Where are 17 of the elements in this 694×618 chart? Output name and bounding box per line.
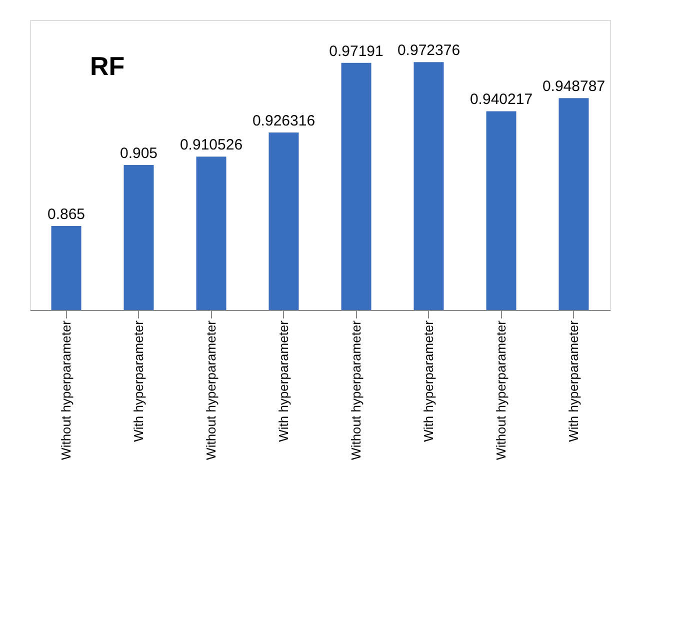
data-label: 0.926316 bbox=[252, 112, 316, 130]
x-tick-label: With hyperparameter bbox=[566, 320, 581, 442]
data-label: 0.910526 bbox=[180, 136, 243, 154]
data-label: 0.905 bbox=[120, 145, 158, 162]
x-tick-label: Without hyperparameter bbox=[58, 320, 74, 460]
x-tick-label: Without hyperparameter bbox=[493, 320, 508, 460]
data-label: 0.865 bbox=[47, 206, 86, 224]
data-label: 0.940217 bbox=[470, 91, 533, 108]
data-label: 0.972376 bbox=[397, 42, 460, 60]
x-tick-label: With hyperparameter bbox=[420, 320, 436, 442]
text: RF bbox=[90, 51, 125, 81]
x-tick-label: With hyperparameter bbox=[276, 320, 291, 442]
x-tick-label: With hyperparameter bbox=[130, 320, 146, 442]
x-tick-label: Without hyperparameter bbox=[348, 320, 364, 460]
x-tick-label: Without hyperparameter bbox=[203, 320, 218, 460]
data-label: 0.97191 bbox=[329, 42, 384, 60]
data-label: 0.948787 bbox=[542, 78, 606, 96]
